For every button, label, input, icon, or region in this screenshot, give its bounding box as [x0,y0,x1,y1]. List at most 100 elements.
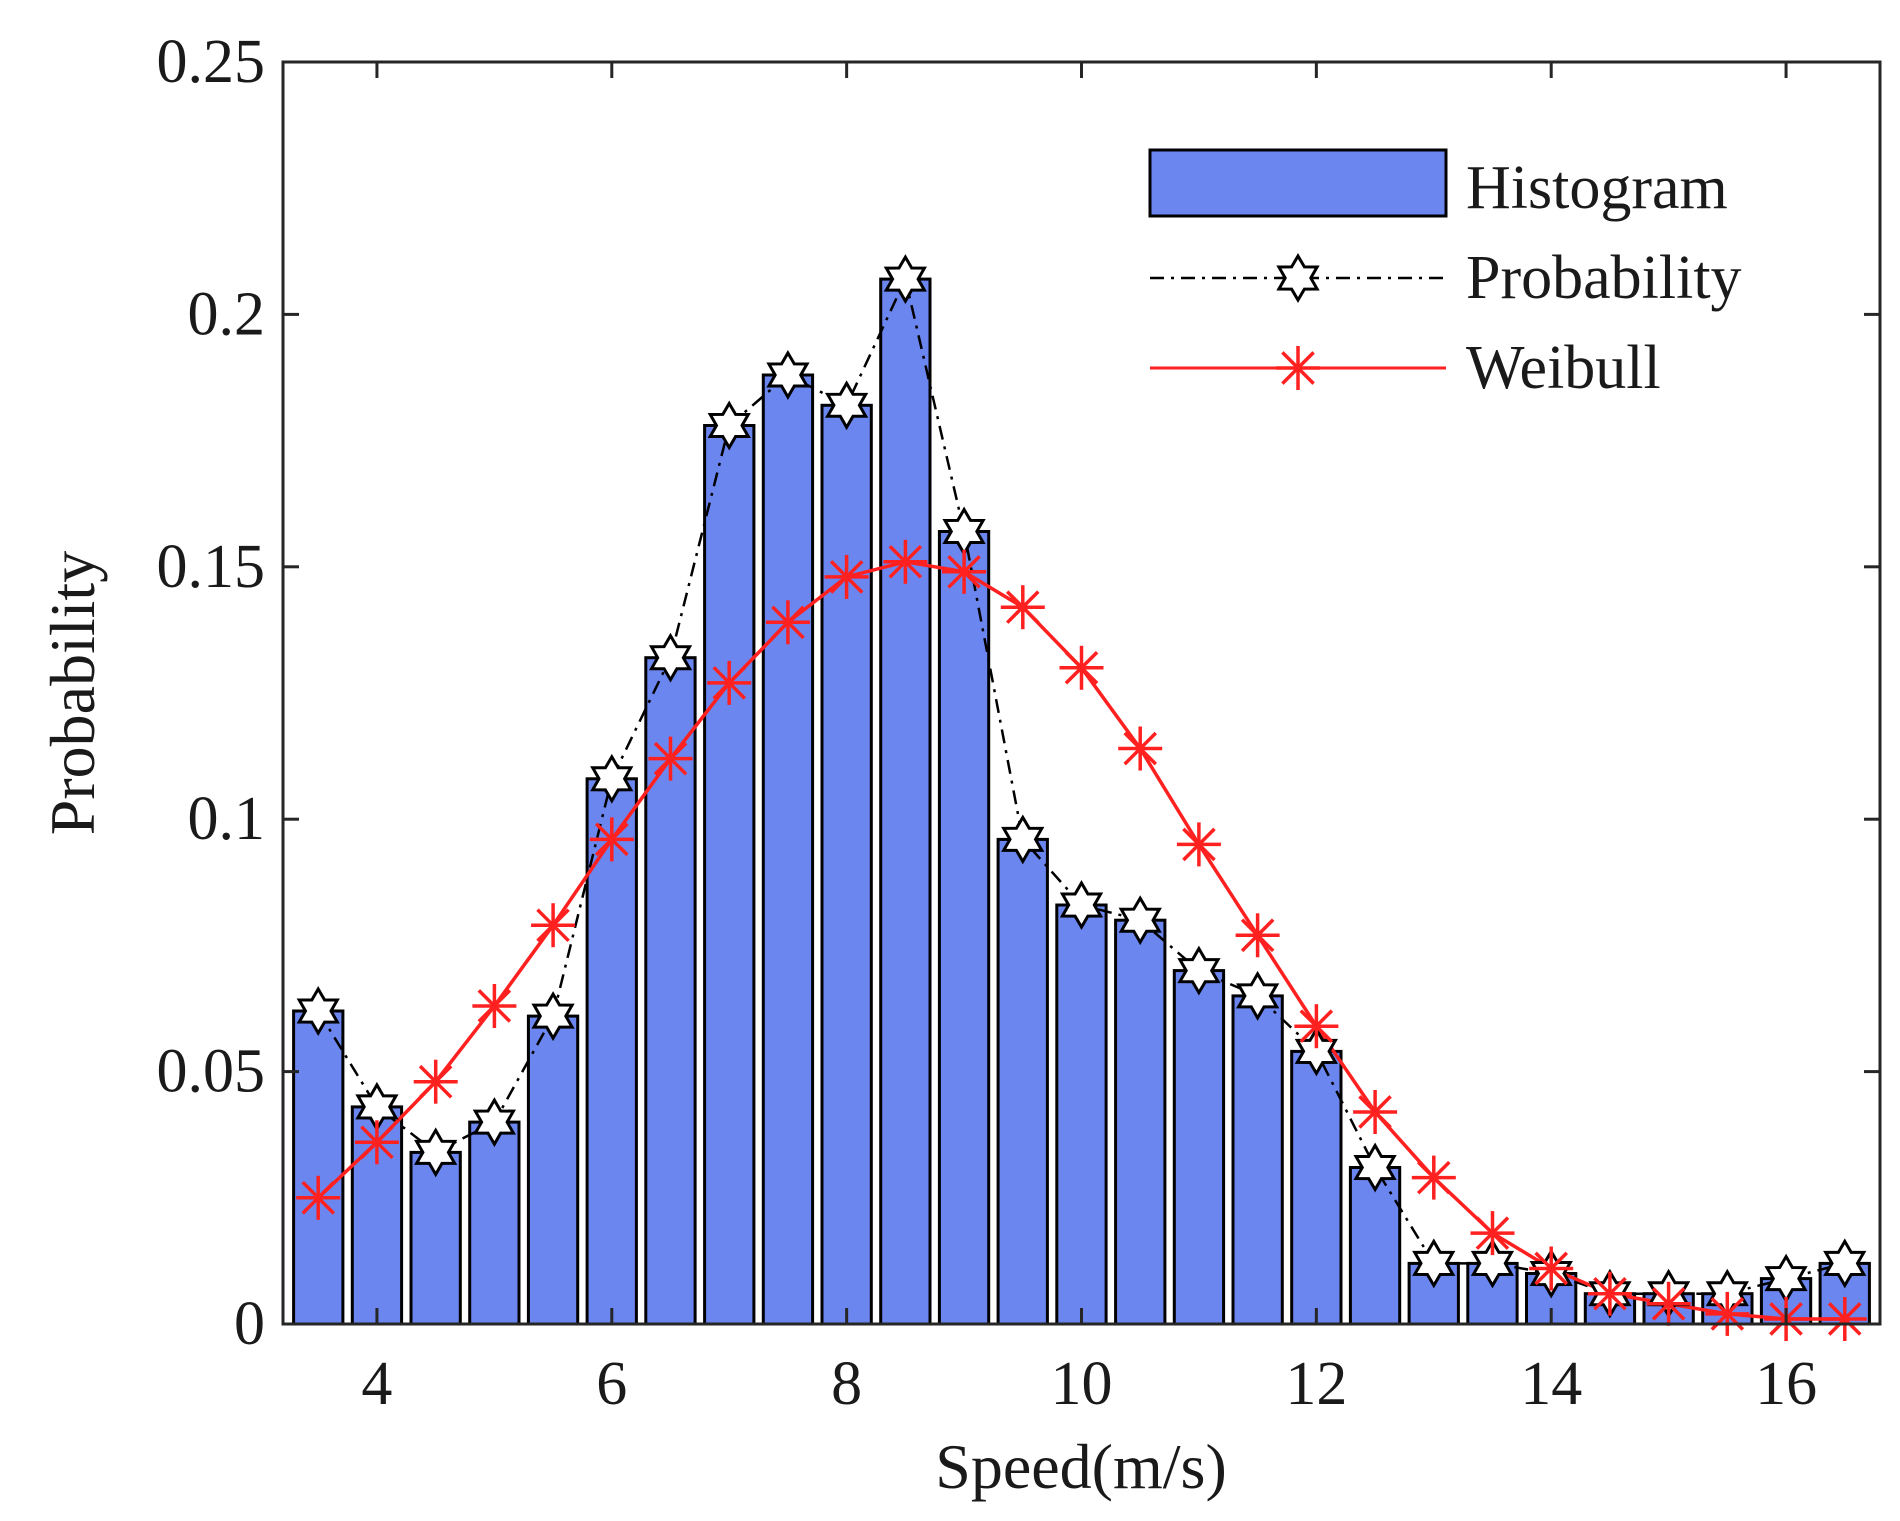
y-axis-title: Probability [37,551,108,835]
histogram-bar [409,1150,462,1326]
weibull-marker [1822,1297,1867,1341]
weibull-marker [472,984,517,1028]
weibull-marker [1059,645,1104,690]
weibull-marker-stroke [829,560,864,594]
weibull-marker-stroke [1182,827,1216,862]
weibull-marker-stroke [1299,1009,1334,1043]
y-tick-labels: 0 0.05 0.1 0.15 0.2 0.25 [157,28,266,1358]
x-tick-label: 4 [361,1350,392,1418]
weibull-marker-stroke [771,605,805,640]
probability-marker [296,986,340,1036]
weibull-marker [1470,1211,1515,1256]
y-tick-label: 0.15 [157,533,266,601]
x-axis-title: Speed(m/s) [935,1431,1227,1502]
weibull-marker [1353,1090,1398,1134]
probability-marker [883,254,927,305]
probability-marker [1294,1026,1338,1077]
y-tick-label: 0 [234,1290,265,1358]
weibull-marker [1529,1246,1574,1291]
histogram-bar [879,277,932,1326]
histogram-bar [1114,918,1167,1326]
weibull-marker [648,736,693,781]
x-tick-labels: 4 6 8 10 12 14 16 [361,1350,1817,1418]
legend-probability-marker [1276,253,1320,303]
weibull-marker [1294,1004,1339,1049]
histogram-bar [1172,969,1226,1326]
histogram-bar [468,1120,521,1326]
weibull-marker [1411,1155,1456,1200]
legend-weibull-marker [1276,346,1320,390]
weibull-marker-stroke [1240,918,1275,953]
weibull-marker [1176,822,1221,867]
probability-marker [1118,895,1162,946]
weibull-marker-stroke [1358,1095,1392,1129]
y-tick-label: 0.05 [157,1038,266,1106]
probability-marker [766,350,810,401]
legend-histogram-swatch [1148,148,1448,218]
weibull-marker-stroke [1534,1251,1569,1286]
histogram-bar [1290,1049,1343,1326]
weibull-marker-stroke [536,908,570,943]
probability-marker [1236,970,1280,1021]
probability-marker [825,380,869,431]
probability-marker [1412,1238,1456,1289]
y-tick-label: 0.1 [188,785,266,853]
legend-weibull-label: Weibull [1466,334,1661,402]
weibull-marker-stroke [1593,1276,1627,1311]
weibull-marker [1705,1291,1750,1336]
probability-marker [648,632,693,683]
histogram-bar [761,373,815,1326]
histogram-bar [937,530,991,1326]
bars-layer [292,277,1871,1326]
ticks-layer [283,60,1880,1326]
legend: Histogram Probability Weibull [1148,148,1742,402]
weibull-marker-stroke [653,741,688,776]
weibull-marker-stroke [418,1064,453,1099]
legend-weibull-asterisk-stroke [1281,351,1315,385]
histogram-bar [526,1014,580,1326]
probability-marker [1470,1238,1515,1289]
weibull-marker-stroke [888,544,923,579]
probability-marker [707,400,751,451]
histogram-bar [1231,994,1284,1326]
probability-marker [590,753,634,804]
x-tick-label: 8 [831,1350,862,1418]
weibull-marker-stroke [1123,731,1158,766]
weibull-marker [1587,1271,1632,1316]
weibull-marker-stroke [1005,590,1040,624]
weibull-marker [942,549,987,594]
weibull-marker [413,1059,458,1104]
y-tick-label: 0.2 [188,280,266,348]
weibull-marker [1646,1281,1691,1326]
probability-marker [472,1097,516,1148]
weibull-marker [883,539,928,584]
probability-marker [1177,945,1221,996]
x-tick-label: 12 [1285,1350,1347,1418]
probability-marker [1823,1238,1867,1289]
x-tick-label: 10 [1051,1350,1113,1418]
y-tick-label: 0.25 [157,28,266,96]
probability-marker [1353,1142,1397,1193]
x-tick-label: 16 [1755,1350,1817,1418]
weibull-marker-stroke [1416,1160,1451,1195]
histogram-bar [703,424,756,1326]
weibull-marker-layer [296,539,1867,1341]
weibull-marker [707,660,752,705]
weibull-marker-stroke [477,989,512,1023]
weibull-marker-stroke [947,555,981,589]
histogram-bar [820,403,873,1326]
legend-probability-label: Probability [1466,244,1742,312]
weibull-marker [589,817,634,862]
weibull-marker [1235,913,1280,958]
weibull-marker-stroke [1827,1302,1862,1336]
probability-marker [1001,814,1045,865]
weibull-marker-stroke [1064,650,1099,685]
weibull-marker [1118,726,1163,771]
x-tick-label: 6 [596,1350,627,1418]
legend-histogram-label: Histogram [1466,154,1728,222]
weibull-marker-stroke [1475,1216,1510,1250]
probability-marker [414,1127,458,1178]
weibull-marker-stroke [301,1180,336,1215]
weibull-marker-stroke [1651,1287,1686,1321]
